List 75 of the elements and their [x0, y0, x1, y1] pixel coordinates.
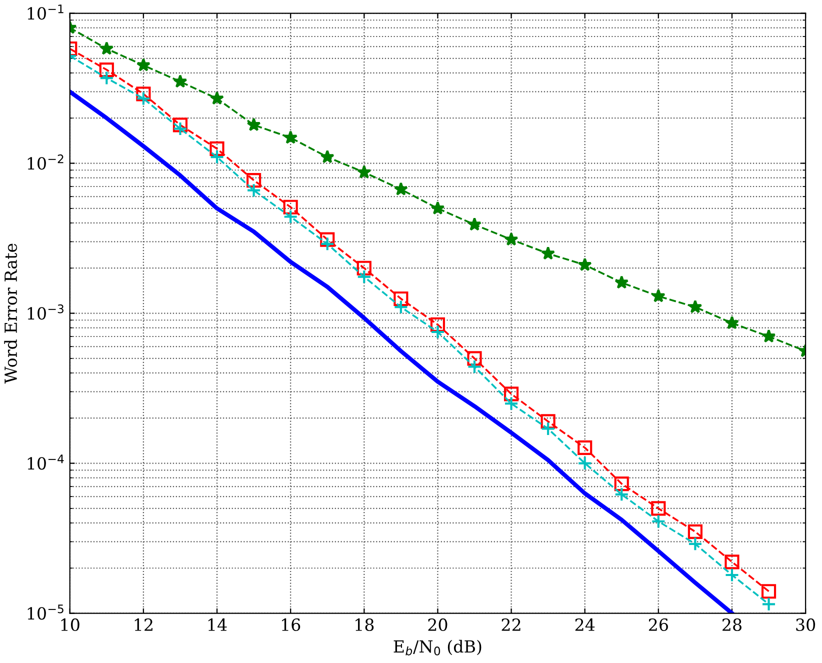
- point: [356, 270, 372, 284]
- point: [173, 74, 188, 88]
- point: [210, 150, 224, 164]
- point: [430, 317, 446, 332]
- point: [614, 476, 629, 492]
- x-tick-label: 12: [134, 618, 152, 631]
- y-axis-title: Word Error Rate: [4, 244, 18, 384]
- point: [688, 536, 702, 552]
- point: [320, 232, 335, 247]
- point: [99, 62, 114, 78]
- x-tick-label: 16: [282, 618, 300, 632]
- point: [320, 236, 335, 252]
- point: [688, 524, 702, 539]
- x-tick-label: 14: [208, 618, 227, 631]
- point: [688, 300, 702, 314]
- x-tick-label: 22: [502, 618, 520, 631]
- point: [210, 91, 224, 105]
- point: [651, 288, 666, 302]
- point: [394, 182, 408, 196]
- point: [283, 200, 298, 214]
- point: [246, 183, 262, 198]
- y-tick-label: 10$^{−5}$: [28, 604, 64, 620]
- point: [724, 568, 740, 582]
- x-tick-label: 28: [722, 618, 742, 632]
- x-tick-label: 18: [356, 618, 374, 632]
- point: [541, 246, 556, 260]
- point: [246, 172, 262, 188]
- point: [762, 329, 776, 343]
- point: [320, 150, 334, 164]
- point: [430, 201, 445, 215]
- point: [761, 596, 776, 612]
- x-axis-title: E$_{b}$/N$_{0}$ (dB): [394, 640, 482, 656]
- x-tick-label: 10: [61, 618, 80, 632]
- point: [283, 209, 298, 224]
- point: [172, 121, 188, 136]
- point: [357, 165, 372, 178]
- point: [210, 141, 224, 156]
- x-tick-label: 20: [428, 618, 448, 632]
- y-tick-label: 10$^{−4}$: [28, 454, 64, 470]
- point: [246, 118, 261, 132]
- point: [578, 258, 592, 272]
- point: [651, 514, 666, 529]
- point: [504, 232, 518, 246]
- point: [99, 70, 114, 86]
- point: [725, 316, 739, 330]
- x-tick-label: 30: [796, 618, 816, 632]
- point: [540, 421, 556, 436]
- y-tick-label: 10$^{−3}$: [28, 304, 64, 320]
- point: [724, 554, 740, 570]
- point: [136, 58, 150, 72]
- point: [614, 275, 629, 289]
- point: [578, 440, 592, 455]
- point: [504, 396, 519, 411]
- point: [430, 324, 446, 340]
- point: [468, 217, 482, 231]
- point: [136, 86, 151, 102]
- point: [100, 41, 114, 55]
- x-tick-label: 26: [648, 618, 668, 632]
- point: [614, 487, 629, 502]
- point: [172, 118, 188, 132]
- point: [467, 359, 482, 374]
- point: [284, 130, 298, 144]
- y-tick-label: 10$^{−1}$: [28, 4, 64, 20]
- x-tick-label: 24: [575, 618, 595, 631]
- point: [394, 291, 408, 306]
- point: [540, 414, 556, 429]
- point: [504, 386, 519, 402]
- point: [761, 584, 776, 599]
- point: [356, 260, 372, 276]
- y-tick-label: 10$^{−2}$: [28, 154, 64, 170]
- point: [136, 91, 151, 106]
- point: [467, 351, 482, 366]
- point: [578, 456, 592, 471]
- point: [651, 501, 666, 516]
- point: [394, 300, 408, 314]
